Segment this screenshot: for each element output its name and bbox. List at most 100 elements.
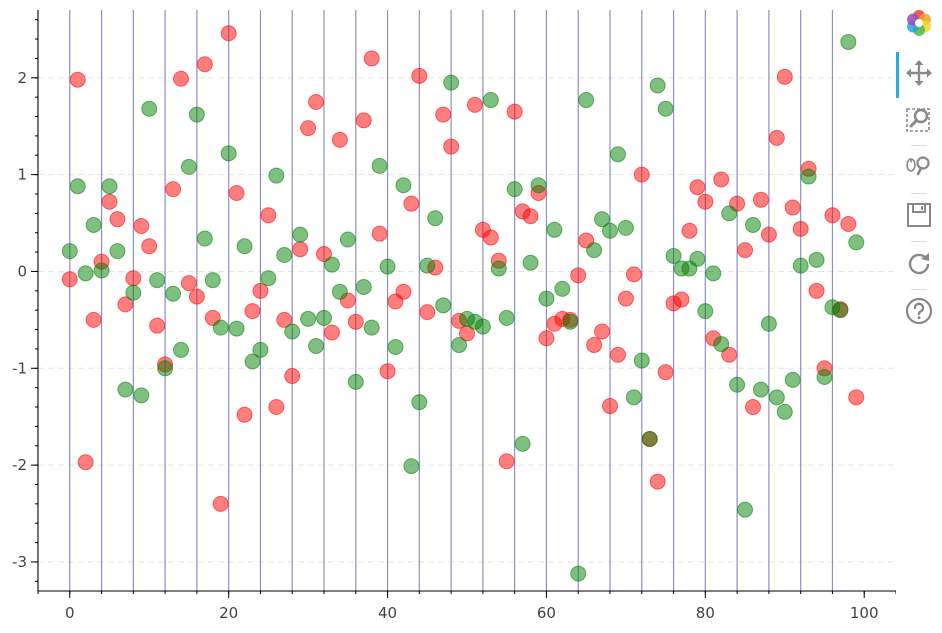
scatter-point [141, 100, 158, 117]
scatter-point [657, 100, 674, 117]
scatter-point [411, 394, 428, 411]
pan-icon [906, 60, 932, 86]
scatter-point [339, 231, 356, 248]
scatter-point [212, 319, 229, 336]
wheel-zoom-tool[interactable] [904, 152, 934, 182]
scatter-point [69, 178, 86, 195]
help-icon [905, 297, 933, 325]
scatter-point [649, 77, 666, 94]
scatter-point [173, 341, 189, 358]
scatter-point [657, 364, 674, 381]
scatter-point [538, 330, 555, 347]
reset-tool[interactable] [904, 248, 934, 278]
scatter-point [586, 242, 603, 259]
scatter-point [681, 222, 698, 239]
bokeh-logo[interactable] [904, 8, 934, 38]
scatter-point [745, 399, 761, 416]
scatter-point [109, 243, 126, 260]
scatter-point [363, 50, 380, 67]
scatter-point [832, 302, 849, 319]
scatter-point [848, 234, 865, 251]
scatter-point [379, 363, 396, 380]
scatter-point [125, 284, 142, 301]
reset-icon [908, 253, 930, 275]
scatter-point [617, 290, 634, 307]
scatter-point [61, 243, 78, 260]
scatter-point [776, 403, 793, 420]
scatter-point [617, 219, 634, 236]
x-tick-label: 100 [850, 604, 879, 622]
y-tick-label: 2 [17, 69, 27, 87]
scatter-point [498, 309, 515, 326]
scatter-point [355, 278, 372, 295]
scatter-point [633, 352, 650, 369]
scatter-point [316, 246, 332, 263]
scatter-point [427, 210, 444, 227]
scatter-point [451, 337, 468, 354]
toolbar-separator [911, 241, 927, 242]
help-tool[interactable] [904, 296, 934, 326]
scatter-point [173, 70, 189, 87]
scatter-point [443, 138, 460, 155]
scatter-point [752, 191, 769, 208]
scatter-point [840, 216, 857, 233]
scatter-point [204, 272, 221, 289]
scatter-point [609, 146, 626, 163]
y-tick-label: 1 [17, 166, 27, 184]
save-tool[interactable] [904, 200, 934, 230]
box-zoom-icon [906, 108, 930, 132]
scatter-point [77, 454, 94, 471]
scatter-point [379, 258, 396, 275]
scatter-point [347, 373, 364, 390]
scatter-point [562, 313, 579, 330]
scatter-point [506, 181, 523, 198]
scatter-point [77, 265, 94, 282]
scatter-point [244, 353, 261, 370]
box-zoom-tool[interactable] [904, 104, 934, 134]
scatter-point [308, 338, 325, 355]
scatter-point [721, 346, 738, 363]
x-tick-label: 0 [65, 604, 75, 622]
scatter-point [729, 376, 746, 393]
scatter-point [498, 453, 515, 470]
scatter-point [737, 242, 754, 259]
scatter-point [466, 96, 483, 113]
scatter-point [85, 216, 102, 233]
scatter-point [816, 368, 833, 385]
toolbar-separator [911, 193, 927, 194]
scatter-point [117, 296, 134, 313]
scatter-point [594, 323, 611, 340]
scatter-point [395, 177, 412, 194]
scatter-point [316, 309, 332, 326]
scatter-point [228, 185, 245, 202]
scatter-point [300, 310, 317, 327]
active-tool-indicator [896, 52, 899, 98]
scatter-point [180, 275, 197, 292]
scatter-point [387, 338, 404, 355]
scatter-point [252, 282, 269, 299]
scatter-point [530, 177, 547, 194]
toolbar [896, 0, 942, 633]
scatter-point [705, 265, 722, 282]
scatter-point [594, 211, 611, 228]
y-tick-label: -3 [12, 553, 27, 571]
wheel-zoom-icon [906, 156, 930, 176]
scatter-point [117, 381, 134, 398]
scatter-point [784, 199, 801, 216]
scatter-point [641, 430, 658, 447]
scatter-point [196, 56, 213, 73]
scatter-point [808, 251, 825, 268]
scatter-point [522, 208, 539, 225]
scatter-point [490, 260, 507, 277]
scatter-point [737, 501, 754, 518]
scatter-point [284, 323, 301, 340]
scatter-point [602, 398, 618, 415]
scatter-point [482, 229, 499, 246]
scatter-point [236, 238, 253, 255]
scatter-point [514, 435, 531, 452]
pan-tool[interactable] [904, 58, 934, 88]
scatter-point [252, 341, 269, 358]
bokeh-logo-icon [907, 10, 931, 36]
scatter-point [419, 257, 436, 274]
